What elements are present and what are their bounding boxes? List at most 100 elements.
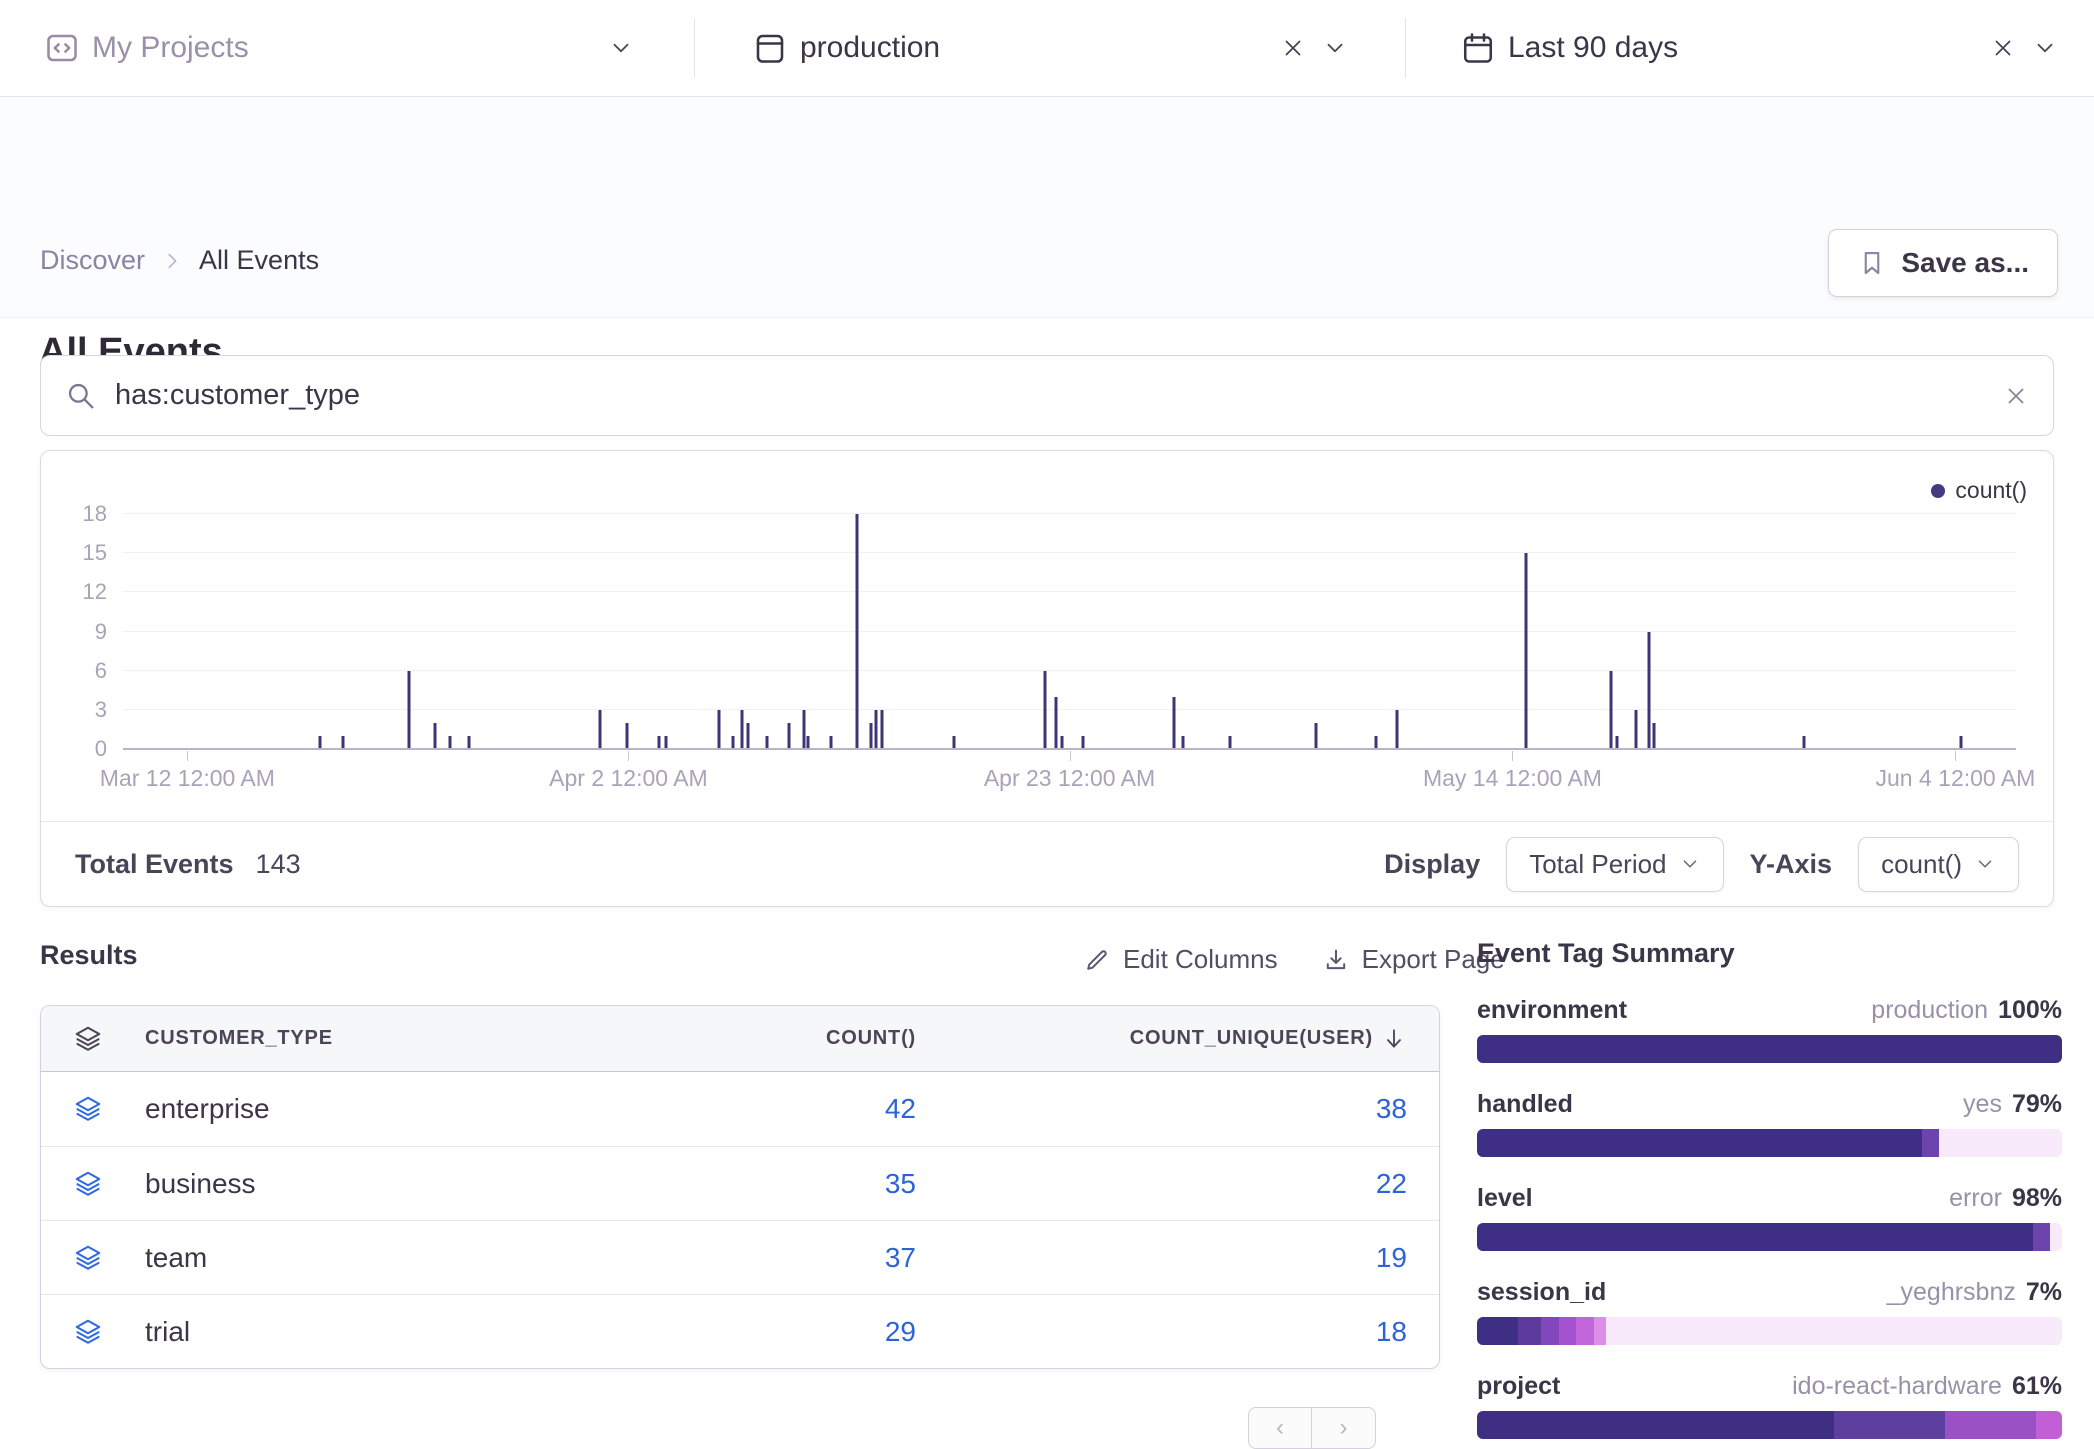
tag-summary-row: environmentproduction100% bbox=[1477, 996, 2062, 1063]
chart-bar bbox=[1314, 723, 1317, 749]
project-filter-chevron-down-icon[interactable] bbox=[608, 35, 634, 61]
chart-footer: Total Events 143 Display Total Period Y-… bbox=[41, 821, 2053, 906]
events-chart-panel: count() 0369121518Mar 12 12:00 AMApr 2 1… bbox=[40, 450, 2054, 907]
count-value-link[interactable]: 42 bbox=[616, 1093, 916, 1125]
display-label: Display bbox=[1384, 849, 1480, 880]
breadcrumb-chevron-right-icon bbox=[161, 250, 183, 272]
date-range-filter-clear-icon[interactable] bbox=[1990, 35, 2016, 61]
y-axis-tick-label: 18 bbox=[47, 503, 107, 525]
customer-type-value: trial bbox=[145, 1316, 190, 1348]
project-filter-label[interactable]: My Projects bbox=[92, 31, 249, 65]
tag-key: environment bbox=[1477, 996, 1627, 1025]
search-clear-icon[interactable] bbox=[2003, 383, 2029, 409]
chart-plot[interactable]: 0369121518Mar 12 12:00 AMApr 2 12:00 AMA… bbox=[123, 503, 2016, 749]
column-header-customer-type[interactable]: CUSTOMER_TYPE bbox=[145, 1027, 333, 1050]
stack-icon[interactable] bbox=[73, 1024, 103, 1054]
tag-distribution-bar[interactable] bbox=[1477, 1129, 2062, 1157]
chart-bar bbox=[599, 710, 602, 749]
count-unique-value-link[interactable]: 38 bbox=[916, 1093, 1439, 1125]
tag-top-pct: 61% bbox=[2012, 1372, 2062, 1400]
count-unique-value-link[interactable]: 22 bbox=[916, 1168, 1439, 1200]
count-value-link[interactable]: 37 bbox=[616, 1242, 916, 1274]
table-row[interactable]: enterprise4238 bbox=[41, 1072, 1439, 1146]
tag-top-pct: 98% bbox=[2012, 1184, 2062, 1212]
count-value-link[interactable]: 29 bbox=[616, 1316, 916, 1348]
search-input[interactable] bbox=[115, 356, 1983, 435]
pagination: ‹ › bbox=[1248, 1407, 1376, 1449]
tag-bar-segment[interactable] bbox=[1922, 1129, 1940, 1157]
pagination-previous-button[interactable]: ‹ bbox=[1248, 1407, 1312, 1449]
chart-bar bbox=[869, 723, 872, 749]
tag-bar-segment[interactable] bbox=[1834, 1411, 1945, 1439]
tag-bar-segment[interactable] bbox=[1945, 1411, 2036, 1439]
table-row[interactable]: business3522 bbox=[41, 1146, 1439, 1220]
edit-columns-button[interactable]: Edit Columns bbox=[1083, 944, 1278, 975]
x-axis-line bbox=[123, 748, 2016, 750]
column-header-count[interactable]: COUNT() bbox=[616, 1027, 916, 1050]
table-body: enterprise4238business3522 team 3719 trial 2… bbox=[41, 1072, 1439, 1368]
tag-bar-segment[interactable] bbox=[1541, 1317, 1559, 1345]
pagination-next-button[interactable]: › bbox=[1312, 1407, 1376, 1449]
tag-distribution-bar[interactable] bbox=[1477, 1317, 2062, 1345]
chart-bar bbox=[1634, 710, 1637, 749]
count-unique-value-link[interactable]: 18 bbox=[916, 1316, 1439, 1348]
tag-summary-row: level error 98% bbox=[1477, 1184, 2062, 1251]
tag-key: level bbox=[1477, 1184, 1533, 1213]
stack-icon[interactable] bbox=[73, 1243, 103, 1273]
yaxis-dropdown[interactable]: count() bbox=[1858, 837, 2019, 892]
tag-bar-segment[interactable] bbox=[1477, 1411, 1834, 1439]
tag-bar-segment[interactable] bbox=[2036, 1411, 2062, 1439]
results-heading: Results bbox=[40, 940, 138, 971]
table-row[interactable]: team 3719 bbox=[41, 1220, 1439, 1294]
x-axis-tick bbox=[1512, 751, 1513, 761]
environment-filter-label[interactable]: production bbox=[800, 31, 940, 65]
x-axis-tick-label: Jun 4 12:00 AM bbox=[1876, 765, 2036, 792]
tag-bar-segment[interactable] bbox=[1477, 1129, 1922, 1157]
stack-icon[interactable] bbox=[73, 1094, 103, 1124]
tag-distribution-bar[interactable] bbox=[1477, 1035, 2062, 1063]
count-unique-value-link[interactable]: 19 bbox=[916, 1242, 1439, 1274]
tag-bar-segment[interactable] bbox=[1477, 1317, 1518, 1345]
tag-top-value: error bbox=[1949, 1184, 2002, 1212]
tag-bar-segment[interactable] bbox=[1518, 1317, 1541, 1345]
date-range-filter-chevron-down-icon[interactable] bbox=[2032, 35, 2058, 61]
breadcrumb-discover-link[interactable]: Discover bbox=[40, 245, 145, 276]
environment-filter-clear-icon[interactable] bbox=[1280, 35, 1306, 61]
chevron-down-icon bbox=[1974, 853, 1996, 875]
stack-icon[interactable] bbox=[73, 1169, 103, 1199]
topbar-divider bbox=[1405, 18, 1406, 78]
save-as-button[interactable]: Save as... bbox=[1828, 229, 2058, 297]
column-header-count-unique[interactable]: COUNT_UNIQUE(USER) bbox=[916, 1026, 1439, 1052]
tag-distribution-bar[interactable] bbox=[1477, 1223, 2062, 1251]
count-value-link[interactable]: 35 bbox=[616, 1168, 916, 1200]
chart-bar bbox=[1653, 723, 1656, 749]
x-axis-tick-label: Apr 23 12:00 AM bbox=[984, 765, 1155, 792]
tag-bar-segment[interactable] bbox=[1594, 1317, 1606, 1345]
chart-bar bbox=[741, 710, 744, 749]
date-range-filter-label[interactable]: Last 90 days bbox=[1508, 31, 1678, 65]
tag-bar-segment[interactable] bbox=[1576, 1317, 1594, 1345]
environment-filter-chevron-down-icon[interactable] bbox=[1322, 35, 1348, 61]
chart-bar bbox=[1055, 697, 1058, 749]
chart-bar bbox=[875, 710, 878, 749]
chart-bar bbox=[718, 710, 721, 749]
stack-icon[interactable] bbox=[73, 1317, 103, 1347]
tag-bar-segment[interactable] bbox=[2033, 1223, 2051, 1251]
x-axis-tick bbox=[1955, 751, 1956, 761]
tag-bar-segment[interactable] bbox=[1477, 1223, 2033, 1251]
breadcrumb-current: All Events bbox=[199, 245, 319, 276]
display-dropdown[interactable]: Total Period bbox=[1506, 837, 1723, 892]
y-axis-tick-label: 9 bbox=[47, 621, 107, 643]
y-axis-tick-label: 3 bbox=[47, 699, 107, 721]
tag-bar-segment[interactable] bbox=[1477, 1035, 2062, 1063]
column-header-count-unique-label: COUNT_UNIQUE(USER) bbox=[1130, 1027, 1373, 1050]
tag-top-pct: 100% bbox=[1998, 996, 2062, 1024]
tag-distribution-bar[interactable] bbox=[1477, 1411, 2062, 1439]
total-events-label: Total Events bbox=[75, 849, 234, 880]
table-row[interactable]: trial 2918 bbox=[41, 1294, 1439, 1368]
results-table: CUSTOMER_TYPE COUNT() COUNT_UNIQUE(USER)… bbox=[40, 1005, 1440, 1369]
tag-bar-segment[interactable] bbox=[1559, 1317, 1577, 1345]
window-icon bbox=[752, 30, 788, 66]
yaxis-label: Y-Axis bbox=[1750, 849, 1833, 880]
customer-type-value: team bbox=[145, 1242, 207, 1274]
